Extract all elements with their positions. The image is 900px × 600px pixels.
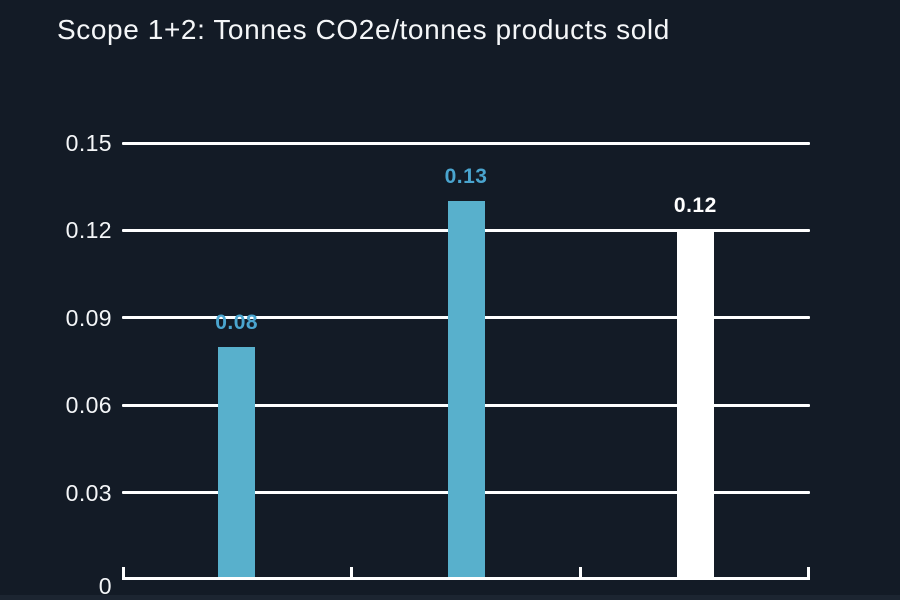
chart-title: Scope 1+2: Tonnes CO2e/tonnes products s… [57,14,670,45]
bar [676,230,714,580]
plot-area: 0.08 0.13 0.12 [122,141,810,580]
y-tick-label: 0 [98,573,112,599]
x-axis-tick [807,567,810,580]
bar-value-label: 0.13 [444,165,488,189]
bar [447,201,485,580]
x-axis-tick [579,567,583,580]
x-axis-tick [122,567,125,580]
x-axis-line [122,577,810,580]
y-axis-labels: 0 0.03 0.06 0.09 0.12 0.15 [0,130,112,599]
y-tick-label: 0.09 [65,304,112,331]
y-tick-label: 0.06 [65,392,112,419]
bar-value-label: 0.12 [673,194,717,218]
y-tick-label: 0.12 [65,217,112,244]
bar-value-label: 0.08 [215,310,259,334]
bottom-strip [0,595,900,600]
x-axis-tick [349,567,353,580]
bar [218,346,256,580]
y-tick-label: 0.15 [65,130,112,156]
gridline [122,141,810,145]
y-tick-label: 0.03 [65,479,112,506]
